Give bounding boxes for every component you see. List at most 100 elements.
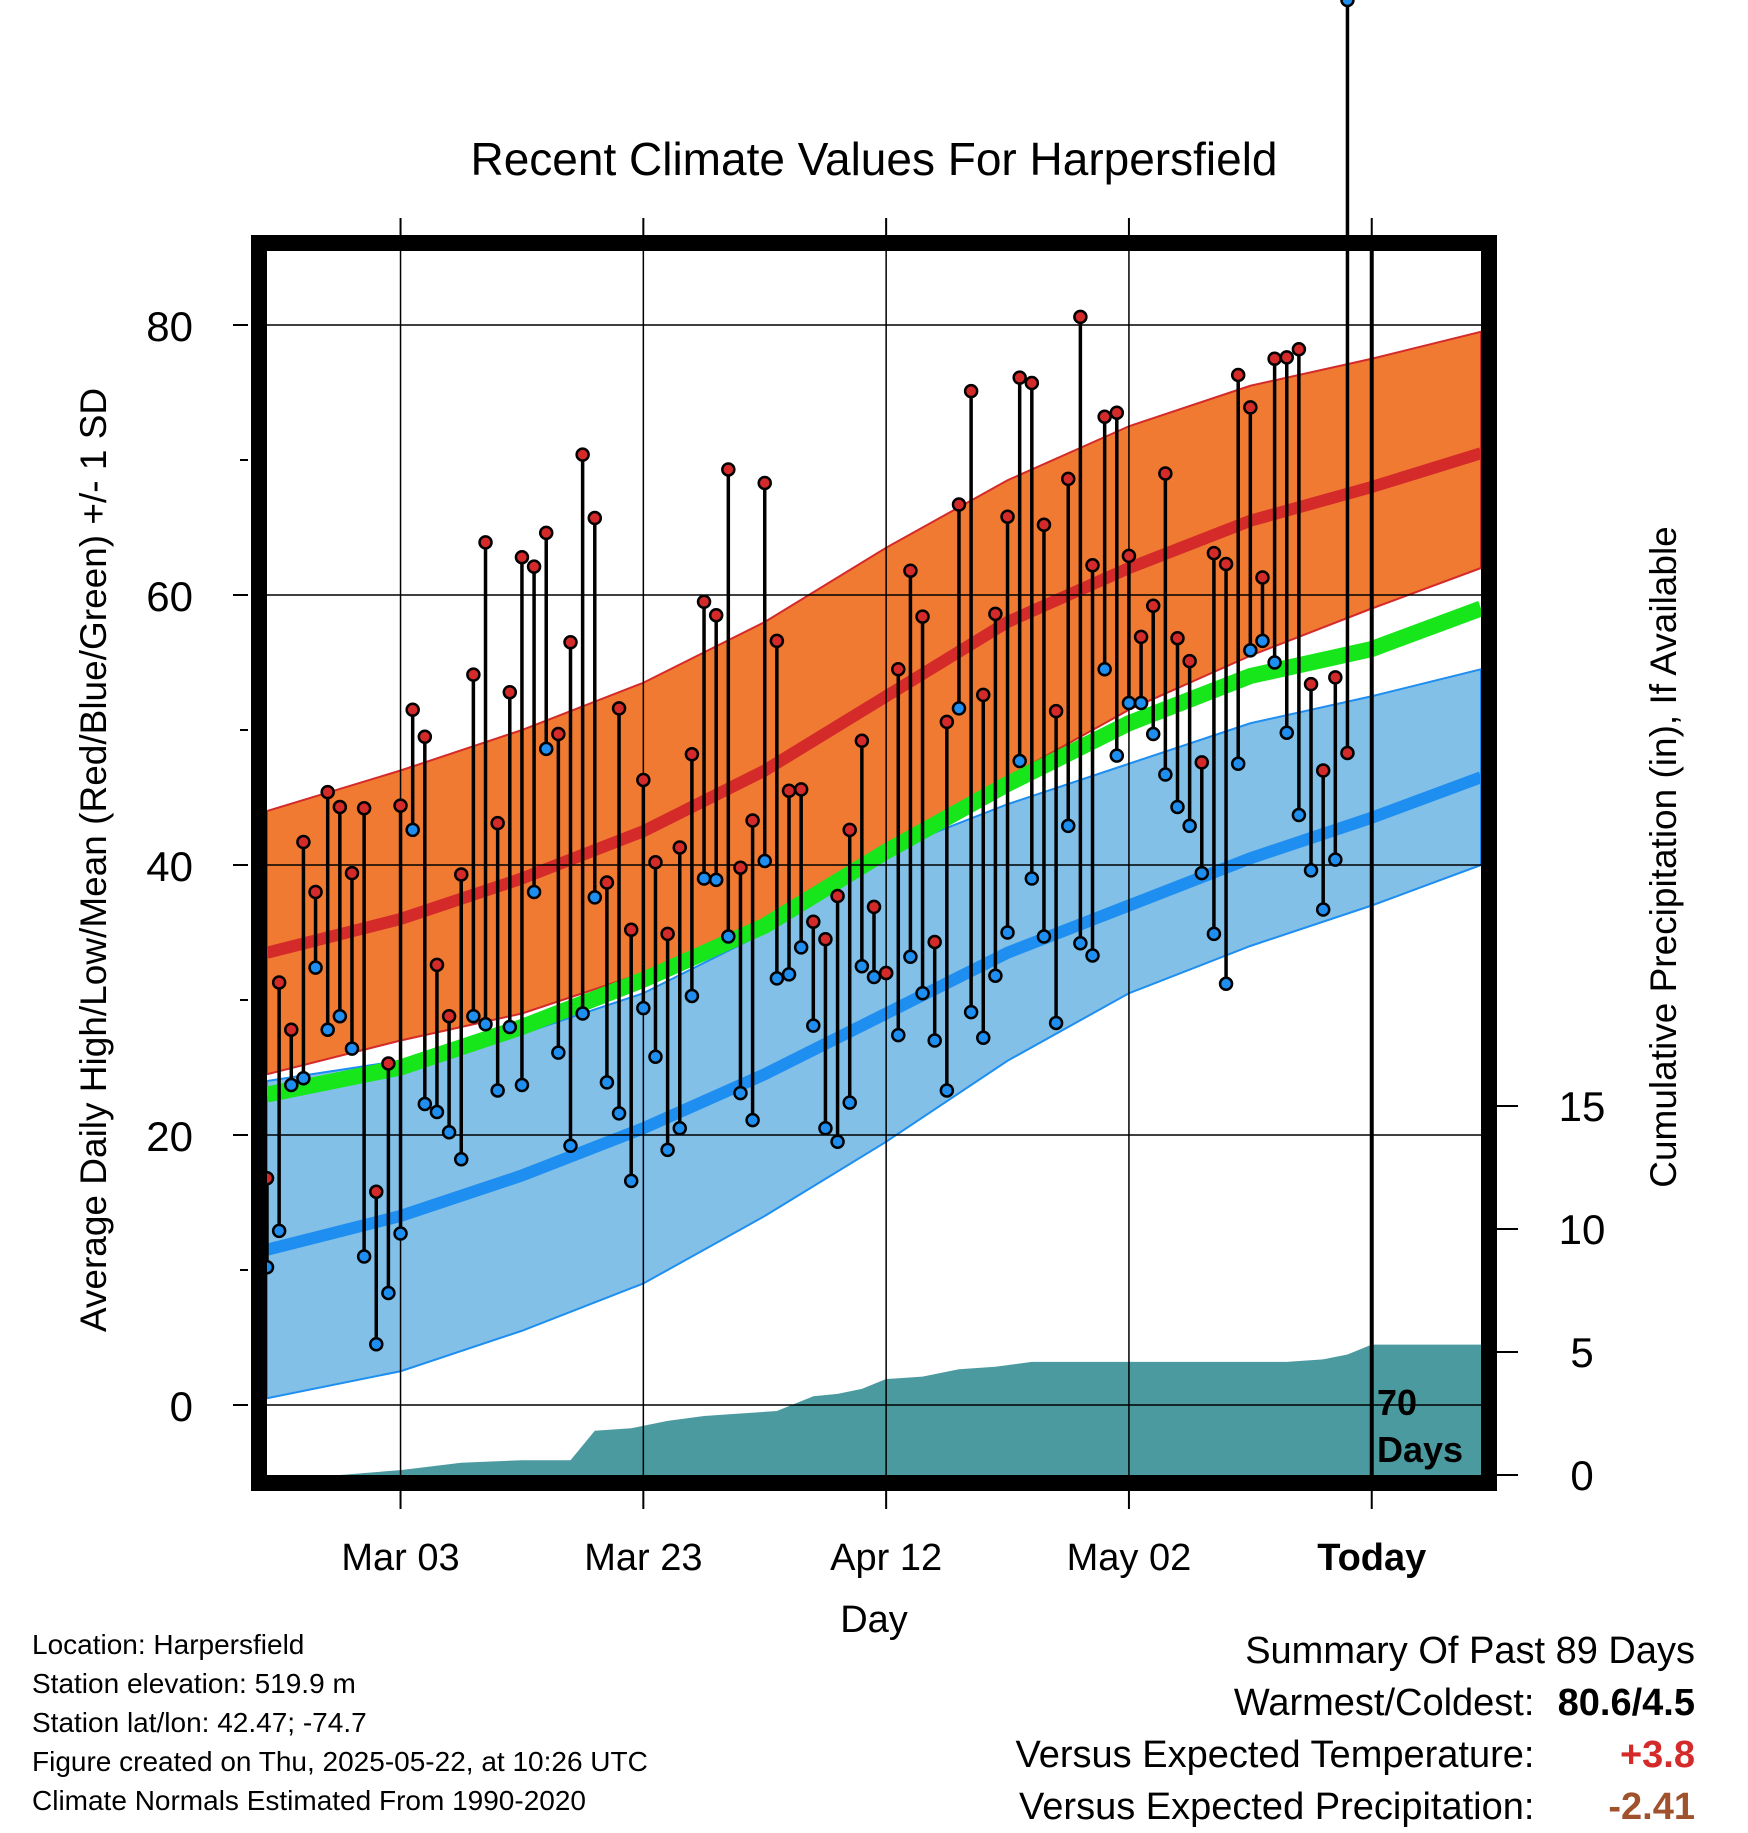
high-point xyxy=(1036,517,1052,533)
high-point xyxy=(1243,400,1258,415)
x-tick-label: Mar 23 xyxy=(584,1537,702,1579)
high-point xyxy=(1060,471,1076,487)
elevation-text: Station elevation: 519.9 m xyxy=(32,1668,356,1699)
x-tick-label: Today xyxy=(1317,1537,1426,1579)
low-point xyxy=(818,1121,833,1136)
high-point xyxy=(514,549,530,565)
low-point xyxy=(514,1077,530,1093)
high-point xyxy=(891,662,906,677)
low-point xyxy=(1206,926,1222,942)
high-point xyxy=(1109,405,1125,420)
warmest-label: Warmest/Coldest: xyxy=(1233,1682,1535,1724)
y-tick-label: 60 xyxy=(146,573,193,620)
high-point xyxy=(1024,375,1040,391)
station-info: Location: Harpersfield Station elevation… xyxy=(32,1625,648,1820)
low-point xyxy=(308,960,323,975)
axes: 0 20 40 60 80 0 5 10 15 Mar 03 Mar 23 Apr 12 May 02 T… xyxy=(146,218,1605,1579)
low-point xyxy=(939,1083,955,1098)
high-point xyxy=(320,784,335,800)
low-point xyxy=(441,1125,457,1140)
high-point xyxy=(1218,556,1234,572)
low-point xyxy=(1024,871,1040,886)
summary-title: Summary Of Past 89 Days xyxy=(1245,1630,1695,1672)
low-point xyxy=(915,986,930,1001)
summary-warmest-row: Warmest/Coldest: 80.6/4.5 xyxy=(1016,1677,1695,1729)
low-point xyxy=(284,1077,299,1093)
low-point xyxy=(466,1008,481,1024)
high-point xyxy=(1182,653,1197,669)
low-point xyxy=(903,949,918,965)
low-point xyxy=(927,1033,942,1048)
high-point xyxy=(1303,676,1319,692)
low-point xyxy=(830,1134,845,1149)
high-point xyxy=(356,801,372,816)
high-point xyxy=(284,1022,299,1037)
high-point xyxy=(878,965,894,981)
low-point xyxy=(429,1104,445,1120)
low-point xyxy=(271,1223,287,1239)
low-point xyxy=(611,1106,627,1121)
high-point xyxy=(684,747,700,762)
low-point xyxy=(1315,902,1331,917)
high-point xyxy=(708,608,724,623)
high-point xyxy=(1340,745,1355,761)
y2-tick-label: 0 xyxy=(1570,1452,1593,1499)
high-point xyxy=(1145,598,1161,614)
high-point xyxy=(1133,629,1149,645)
low-point xyxy=(623,1173,639,1189)
high-point xyxy=(745,813,760,828)
low-point xyxy=(502,1019,518,1035)
high-point xyxy=(1206,545,1222,561)
high-point xyxy=(757,475,772,491)
high-point xyxy=(344,865,360,881)
low-point xyxy=(1194,865,1210,881)
low-point xyxy=(854,959,870,974)
low-point xyxy=(1291,807,1307,823)
high-point xyxy=(441,1008,457,1024)
low-point xyxy=(1328,852,1343,867)
high-point xyxy=(599,875,615,890)
low-point xyxy=(963,1004,979,1020)
high-point xyxy=(623,922,639,938)
high-point xyxy=(976,687,991,703)
summary-temp-row: Versus Expected Temperature: +3.8 xyxy=(1016,1729,1695,1781)
high-point xyxy=(769,633,785,649)
y-tick-label: 80 xyxy=(146,303,193,350)
high-point xyxy=(1000,509,1015,524)
high-point xyxy=(818,932,833,947)
low-point xyxy=(356,1249,372,1264)
high-point xyxy=(551,726,566,742)
high-point xyxy=(963,383,979,399)
low-point xyxy=(1121,695,1137,711)
low-point xyxy=(866,969,882,985)
low-point xyxy=(538,741,554,757)
high-point xyxy=(1291,342,1307,357)
x-tick-label: Mar 03 xyxy=(341,1537,459,1579)
high-point xyxy=(1328,670,1343,685)
low-point xyxy=(405,822,420,838)
high-point xyxy=(733,860,748,875)
high-point xyxy=(417,729,433,744)
high-point xyxy=(490,815,505,831)
low-point xyxy=(684,988,700,1004)
observations xyxy=(259,0,1355,1352)
low-point xyxy=(453,1152,469,1167)
high-point xyxy=(296,834,311,850)
low-point xyxy=(332,1008,348,1024)
high-point xyxy=(648,855,663,870)
y-tick-label: 40 xyxy=(146,843,193,890)
high-point xyxy=(393,798,408,813)
precip-anomaly-label: Versus Expected Precipitation: xyxy=(1019,1786,1535,1828)
high-point xyxy=(1170,630,1185,646)
low-point xyxy=(599,1075,615,1090)
low-point xyxy=(793,940,809,955)
low-point xyxy=(296,1071,311,1086)
high-point xyxy=(271,975,287,990)
high-point xyxy=(696,594,712,609)
low-point xyxy=(1267,655,1282,670)
low-point xyxy=(575,1006,590,1021)
low-point xyxy=(648,1049,663,1064)
high-point xyxy=(1012,370,1027,385)
high-point xyxy=(453,867,469,882)
